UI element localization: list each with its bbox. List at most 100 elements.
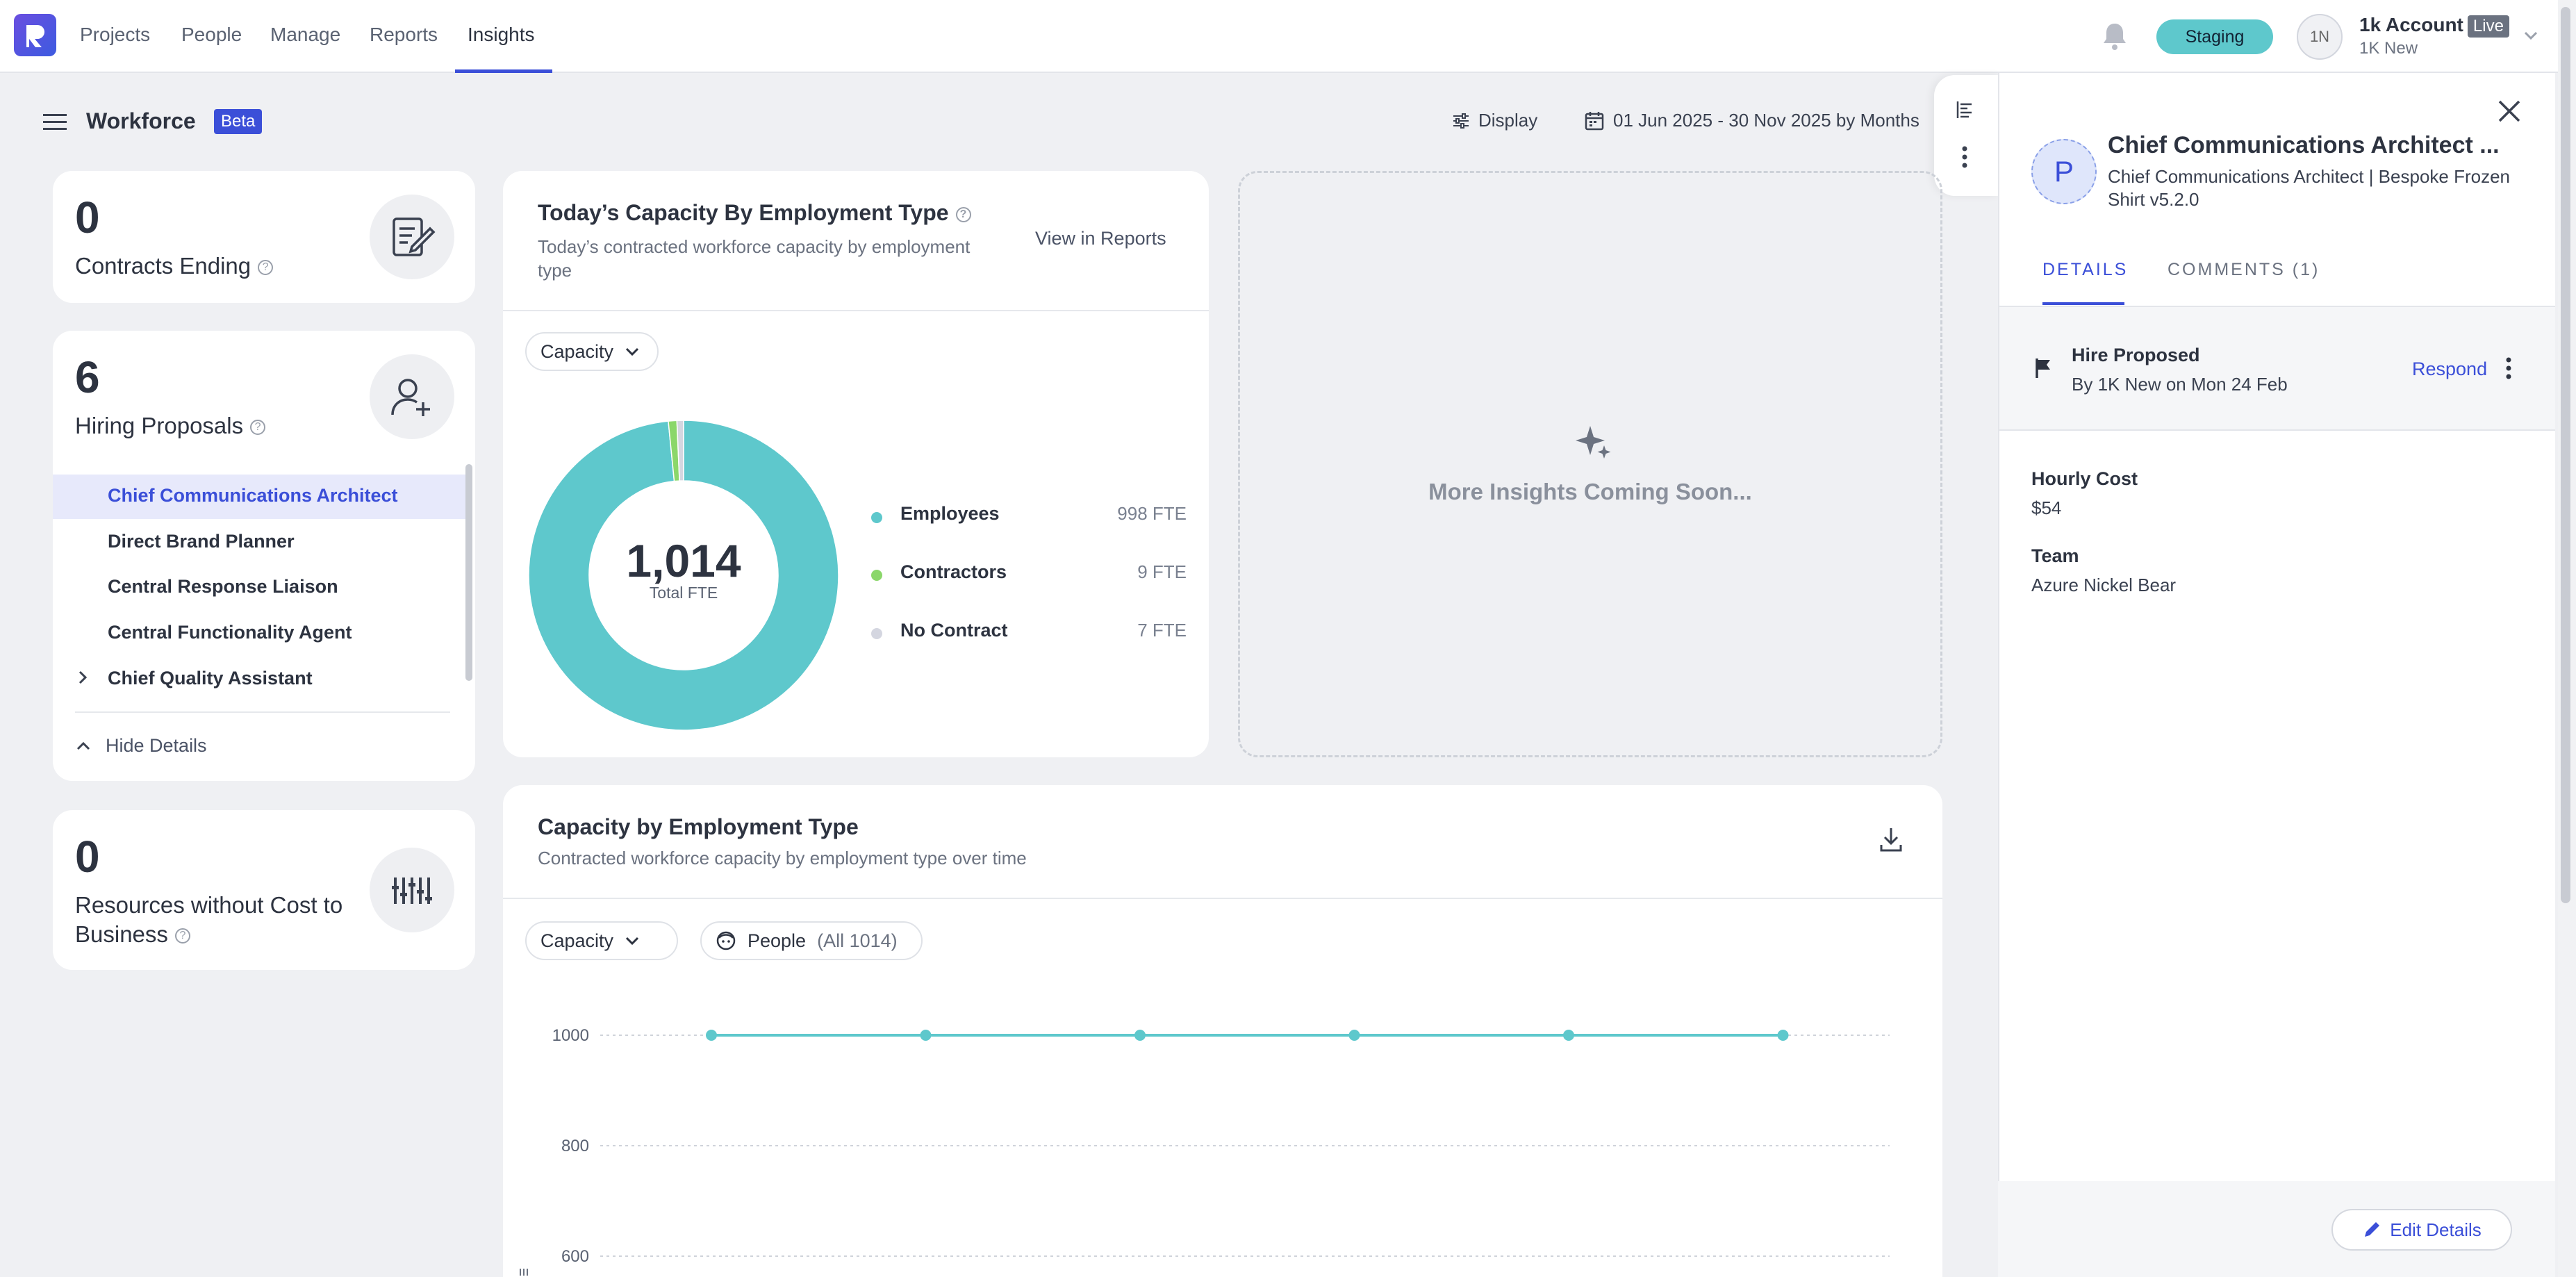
- capacity-over-time-card: Capacity by Employment Type Contracted w…: [503, 785, 1942, 1277]
- divider: [75, 711, 450, 713]
- nav-projects[interactable]: Projects: [80, 24, 151, 45]
- todays-capacity-card: Today’s Capacity By Employment Type? Tod…: [503, 171, 1209, 757]
- legend-dot-contractors: [871, 570, 882, 581]
- chevron-down-icon: [625, 347, 639, 356]
- legend-no-contract-value: 7 FTE: [1137, 620, 1187, 641]
- hiring-proposals-value: 6: [75, 352, 100, 402]
- no-cost-card[interactable]: 0 Resources without Cost to Business?: [53, 810, 475, 970]
- y-tick-800: 800: [561, 1137, 589, 1155]
- sparkles-icon: [1576, 426, 1611, 459]
- data-point-6: [1777, 1030, 1789, 1041]
- donut-total-value: 1,014: [626, 535, 741, 586]
- donut-slice-no-contract: [676, 420, 684, 481]
- display-label: Display: [1478, 110, 1538, 131]
- side-toolbar: [1934, 75, 1999, 196]
- no-cost-value: 0: [75, 832, 100, 882]
- tab-active-indicator: [2042, 302, 2124, 305]
- download-icon[interactable]: [1879, 825, 1904, 853]
- account-user: 1K New: [2359, 39, 2418, 58]
- hide-details-button[interactable]: Hide Details: [75, 735, 207, 757]
- page-title: Workforce: [86, 108, 196, 133]
- people-filter[interactable]: People (All 1014): [700, 921, 923, 960]
- proposal-item-1[interactable]: Chief Communications Architect: [108, 485, 398, 506]
- y-tick-600: 600: [561, 1247, 589, 1266]
- capacity-line-chart: 1000 800 600: [552, 1026, 1890, 1266]
- panel-subtitle: Chief Communications Architect | Bespoke…: [2108, 166, 2511, 210]
- chevron-right-icon[interactable]: [76, 670, 89, 685]
- hourly-cost-label: Hourly Cost: [2031, 468, 2138, 489]
- tab-details[interactable]: DETAILS: [2042, 260, 2129, 279]
- nav-reports[interactable]: Reports: [370, 24, 438, 45]
- status-title: Hire Proposed: [2072, 345, 2200, 365]
- layout-icon[interactable]: [1954, 99, 1976, 121]
- page-scrollbar-thumb[interactable]: [2561, 7, 2570, 903]
- nav-people[interactable]: People: [181, 24, 242, 45]
- help-icon[interactable]: ?: [250, 420, 266, 436]
- todays-capacity-subtitle-line1: Today’s contracted workforce capacity by…: [538, 236, 971, 257]
- help-icon[interactable]: ?: [258, 260, 274, 276]
- capacity-over-time-dropdown[interactable]: Capacity: [525, 921, 678, 960]
- capacity-over-time-subtitle: Contracted workforce capacity by employm…: [538, 848, 1027, 868]
- account-name-text: 1k Account: [2359, 14, 2463, 35]
- top-nav: Projects People Manage Reports Insights …: [0, 0, 2576, 73]
- donut-total-label: Total FTE: [649, 584, 718, 602]
- team-value: Azure Nickel Bear: [2031, 575, 2177, 595]
- todays-capacity-title-text: Today’s Capacity By Employment Type: [538, 200, 949, 225]
- person-face-icon: [716, 931, 736, 950]
- proposal-avatar: P: [2031, 139, 2097, 204]
- account-name[interactable]: 1k Account Live: [2359, 14, 2509, 38]
- view-in-reports-link[interactable]: View in Reports: [1035, 228, 1166, 249]
- chevron-up-icon: [76, 741, 90, 750]
- legend-dot-employees: [871, 512, 882, 523]
- tab-comments[interactable]: COMMENTS (1): [2168, 260, 2320, 279]
- close-icon[interactable]: [2495, 97, 2523, 125]
- more-vertical-icon[interactable]: [1959, 145, 1970, 170]
- help-icon[interactable]: ?: [174, 928, 190, 944]
- display-button[interactable]: Display: [1452, 110, 1537, 131]
- no-cost-label-line1: Resources without Cost to: [75, 892, 343, 918]
- y-tick-1000: 1000: [552, 1026, 589, 1045]
- contracts-ending-card[interactable]: 0 Contracts Ending?: [53, 171, 475, 303]
- help-icon[interactable]: ?: [955, 206, 971, 222]
- no-cost-label-line2: Business: [75, 921, 168, 947]
- capacity-dropdown-label: Capacity: [540, 340, 614, 362]
- legend-employees: Employees: [900, 503, 1000, 524]
- environment-badge[interactable]: Staging: [2156, 19, 2273, 54]
- nav-manage[interactable]: Manage: [270, 24, 341, 45]
- live-badge: Live: [2467, 15, 2509, 38]
- donut-center: 1,014 Total FTE: [528, 538, 839, 602]
- capacity-dropdown[interactable]: Capacity: [525, 332, 659, 371]
- date-range-button[interactable]: 01 Jun 2025 - 30 Nov 2025 by Months: [1584, 110, 1919, 131]
- no-cost-label: Resources without Cost to Business?: [75, 891, 342, 949]
- bell-icon[interactable]: [2101, 21, 2129, 55]
- proposal-item-5[interactable]: Chief Quality Assistant: [108, 668, 313, 689]
- donut-slice-employees: [528, 420, 839, 731]
- resources-icon: [370, 848, 454, 932]
- status-section: [1999, 306, 2555, 431]
- respond-button[interactable]: Respond: [2412, 359, 2488, 379]
- proposal-item-3[interactable]: Central Response Liaison: [108, 576, 338, 597]
- proposals-scrollbar[interactable]: [465, 464, 472, 681]
- more-vertical-icon[interactable]: [2504, 356, 2513, 381]
- legend-contractors-value: 9 FTE: [1137, 561, 1187, 582]
- contracts-ending-value: 0: [75, 192, 100, 242]
- proposal-item-2[interactable]: Direct Brand Planner: [108, 531, 295, 552]
- proposal-item-4[interactable]: Central Functionality Agent: [108, 622, 352, 643]
- nav-insights[interactable]: Insights: [468, 24, 535, 45]
- people-filter-count: (All 1014): [817, 930, 898, 951]
- status-subtitle: By 1K New on Mon 24 Feb: [2072, 374, 2288, 395]
- chevron-down-icon[interactable]: [2522, 26, 2540, 48]
- todays-capacity-subtitle: Today’s contracted workforce capacity by…: [538, 235, 970, 282]
- detail-panel: [1998, 73, 2555, 1277]
- edit-details-label: Edit Details: [2390, 1219, 2482, 1240]
- team-label: Team: [2031, 545, 2079, 566]
- hiring-proposals-label: Hiring Proposals?: [75, 413, 266, 439]
- hide-details-label: Hide Details: [106, 735, 207, 756]
- hamburger-menu-icon[interactable]: [43, 113, 67, 135]
- app-logo[interactable]: [14, 14, 56, 56]
- sliders-icon: [1453, 113, 1469, 129]
- edit-details-button[interactable]: Edit Details: [2331, 1209, 2512, 1251]
- resize-handle-icon[interactable]: [518, 1266, 529, 1277]
- user-avatar[interactable]: 1N: [2297, 14, 2343, 60]
- capacity-over-time-dropdown-label: Capacity: [540, 930, 614, 951]
